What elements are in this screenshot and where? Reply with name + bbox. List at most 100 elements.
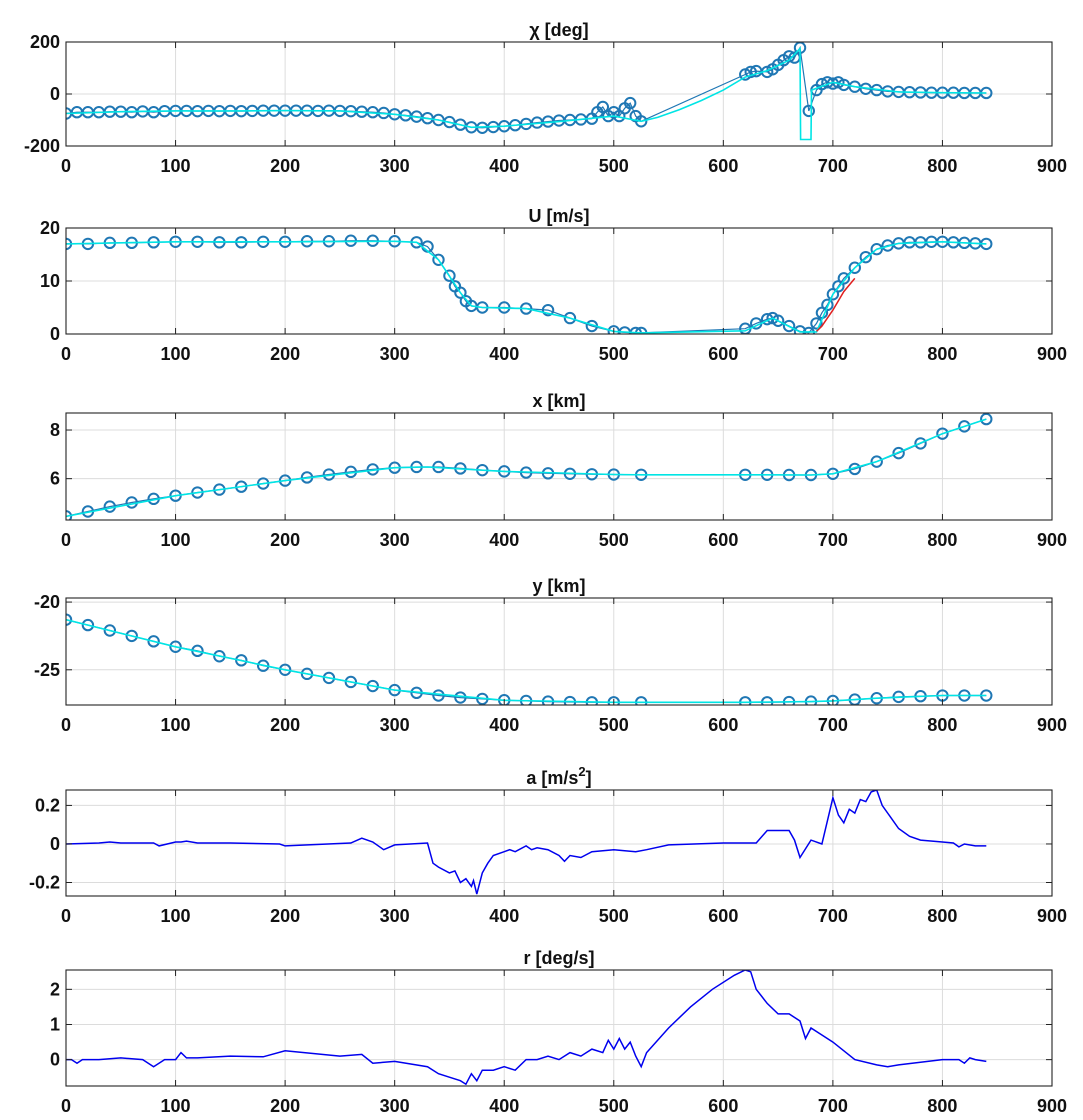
x-tick-label: 400 [489,530,519,550]
x-tick-label: 0 [61,344,71,364]
data-point [771,314,785,327]
estimate-line-line [66,618,987,704]
subplot-5: 0 100 200 300 400 500 600 700 800 900-0.200.2a [m… [29,764,1067,926]
x-tick-label: 200 [270,156,300,176]
x-tick-label: 400 [489,1096,519,1116]
data-point [366,679,379,693]
subplot-title: a [m/s2] [526,764,591,788]
x-tick-label: 200 [270,344,300,364]
axes-frame [65,969,1053,1087]
x-tick-label: 900 [1037,530,1067,550]
data-point [125,629,138,643]
data-point [870,243,883,256]
y-tick-label: 1 [50,1014,60,1034]
plot-area [66,413,1052,520]
series-line [66,970,987,1086]
x-tick-label: 800 [927,1096,957,1116]
y-tick-label: -0.2 [29,873,60,893]
data-point [821,298,834,312]
axes-frame [65,412,1053,521]
x-tick-label: 400 [489,156,519,176]
x-tick-label: 100 [161,344,191,364]
y-tick-label: 200 [30,32,60,52]
x-tick-label: 500 [599,530,629,550]
subplot-6: 0 100 200 300 400 500 600 700 800 900 0 1 2 r [deg/s] [50,948,1067,1116]
data-point [914,437,927,450]
x-tick-label: 700 [818,715,848,735]
data-point [802,104,815,118]
x-tick-label: 600 [708,1096,738,1116]
data-point [147,635,160,648]
x-tick-label: 400 [489,715,519,735]
x-tick-label: 0 [61,715,71,735]
subplot-title: χ [deg] [529,20,588,40]
y-tick-label: 2 [50,979,60,999]
x-tick-label: 900 [1037,156,1067,176]
data-point [169,640,182,653]
data-layer [66,234,993,334]
x-tick-label: 600 [708,906,738,926]
estimate-line-line [66,418,987,518]
x-tick-label: 0 [61,906,71,926]
estimate-line-line [66,46,987,141]
subplot-4: 0 100 200 300 400 500 600 700 800 900 -25 -20 y [km] [34,576,1067,735]
x-tick-label: 800 [927,715,957,735]
data-point [66,613,73,626]
subplot-title: x [km] [532,391,585,411]
x-tick-label: 800 [927,156,957,176]
data-point [782,50,796,63]
series-line [66,790,987,895]
data-layer [66,790,987,895]
x-tick-label: 300 [380,344,410,364]
data-point [848,261,861,274]
x-tick-label: 100 [161,715,191,735]
x-tick-label: 900 [1037,715,1067,735]
subplot-2: 0 100 200 300 400 500 600 700 800 900 0 10 20 U [m/s] [40,206,1067,364]
data-point [103,624,117,637]
x-tick-label: 100 [161,156,191,176]
subplot-title: U [m/s] [528,206,589,226]
data-point [744,65,757,79]
x-tick-label: 300 [380,530,410,550]
data-point [432,689,445,702]
y-tick-label: 20 [40,218,60,238]
x-tick-label: 600 [708,715,738,735]
x-tick-label: 300 [380,1096,410,1116]
x-tick-label: 300 [380,906,410,926]
x-tick-label: 200 [270,906,300,926]
axes-frame [65,789,1053,897]
x-tick-label: 400 [489,906,519,926]
x-tick-label: 800 [927,344,957,364]
data-point [837,272,851,285]
x-tick-label: 900 [1037,1096,1067,1116]
data-point [81,618,95,632]
data-layer [66,970,987,1086]
data-point [624,96,637,110]
x-tick-label: 400 [489,344,519,364]
y-tick-label: -20 [34,592,60,612]
data-layer [66,413,993,520]
y-tick-label: -200 [24,136,60,156]
x-tick-label: 500 [599,156,629,176]
x-tick-label: 700 [818,906,848,926]
x-tick-label: 100 [161,906,191,926]
x-tick-label: 800 [927,530,957,550]
x-tick-label: 200 [270,530,300,550]
x-tick-label: 0 [61,1096,71,1116]
y-tick-label: 8 [50,420,60,440]
x-tick-label: 100 [161,530,191,550]
data-point [66,510,73,520]
x-tick-label: 200 [270,1096,300,1116]
data-point [870,455,883,468]
x-tick-label: 100 [161,1096,191,1116]
data-point [278,663,292,676]
plot-area [66,598,1052,705]
y-tick-label: -25 [34,660,60,680]
x-tick-label: 600 [708,344,738,364]
data-point [634,115,648,128]
subplot-title: y [km] [532,576,585,596]
x-tick-label: 600 [708,156,738,176]
x-tick-label: 200 [270,715,300,735]
